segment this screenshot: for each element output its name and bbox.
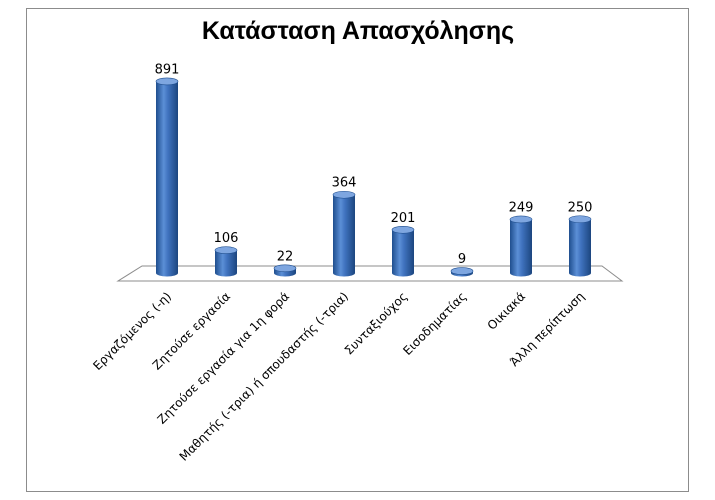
bar-top — [273, 264, 297, 273]
bar — [214, 246, 238, 277]
bar — [509, 215, 533, 277]
bar-top — [332, 190, 356, 199]
chart-title: Κατάσταση Απασχόλησης — [202, 17, 514, 45]
bar-body — [333, 194, 355, 277]
bars — [155, 77, 592, 277]
bar — [391, 225, 415, 277]
bar — [155, 77, 179, 277]
bar-body — [392, 229, 414, 277]
bar — [568, 215, 592, 277]
bar-top — [155, 77, 179, 86]
bar — [273, 264, 297, 277]
bar-body — [156, 81, 178, 277]
data-label: 106 — [214, 231, 239, 246]
bar-top — [509, 215, 533, 224]
bar-body — [569, 219, 592, 277]
category-label: Εισοδηματίας — [400, 289, 469, 358]
bar-top — [391, 225, 415, 234]
bar-top — [214, 246, 238, 255]
bar-top — [450, 267, 474, 275]
data-label: 22 — [277, 249, 294, 264]
data-label: 364 — [332, 176, 357, 191]
bar-body — [215, 250, 237, 277]
data-label: 249 — [509, 200, 534, 215]
bar — [332, 190, 356, 277]
bar — [450, 267, 474, 277]
data-label: 250 — [568, 200, 593, 215]
bar-top — [568, 215, 592, 224]
data-labels: 891 106 22 364 201 9 249 250 — [155, 62, 593, 267]
chart-floor — [116, 265, 624, 282]
data-label: 201 — [391, 211, 416, 226]
bar-body — [510, 219, 532, 277]
data-label: 9 — [458, 252, 466, 267]
data-label: 891 — [155, 62, 180, 77]
category-label: Οικιακά — [485, 289, 529, 333]
